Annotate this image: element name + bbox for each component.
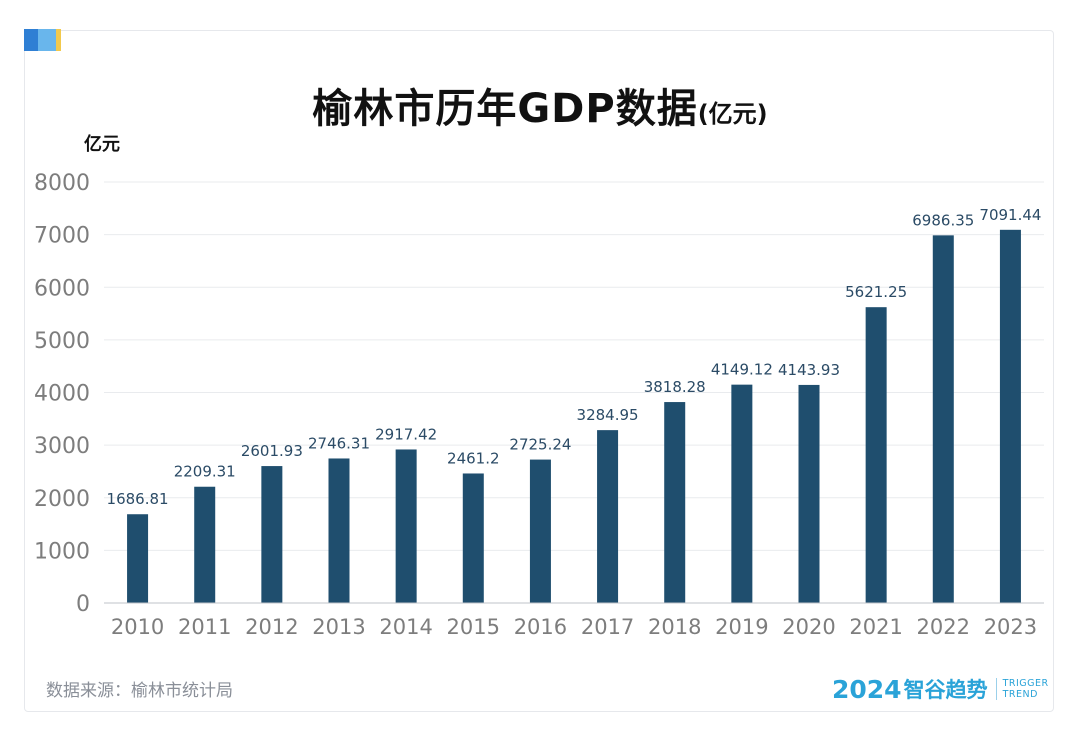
corner-tab-light (38, 29, 56, 51)
brand-english: TRIGGER TREND (1003, 678, 1049, 700)
x-tick-label-2017: 2017 (581, 615, 634, 639)
value-label-2016: 2725.24 (509, 436, 571, 454)
y-tick-label: 0 (76, 592, 90, 617)
bar-2016 (529, 459, 551, 603)
brand-divider (995, 678, 997, 700)
y-axis-ticks: 0 1000 2000 3000 4000 5000 6000 7000 8000 (34, 171, 90, 617)
bar-2010 (127, 514, 149, 603)
data-source: 数据来源：榆林市统计局 (46, 681, 233, 701)
value-label-2019: 4149.12 (711, 361, 773, 379)
bar-2012 (261, 466, 283, 603)
bar-2013 (328, 458, 350, 603)
bar-2018 (664, 402, 686, 603)
value-label-2013: 2746.31 (308, 434, 370, 452)
brand-logo: 2024 智谷趋势 TRIGGER TREND (832, 674, 1049, 704)
value-label-2022: 6986.35 (912, 211, 974, 229)
y-axis-label: 亿元 (84, 133, 120, 155)
y-tick-label: 7000 (34, 224, 90, 249)
x-tick-label-2013: 2013 (312, 615, 365, 639)
value-label-2012: 2601.93 (241, 442, 303, 460)
value-label-2011: 2209.31 (174, 463, 236, 481)
gridlines (104, 181, 1044, 551)
value-label-2014: 2917.42 (375, 425, 437, 443)
y-tick-label: 8000 (34, 171, 90, 196)
x-tick-label-2018: 2018 (648, 615, 701, 639)
x-axis-ticks: 2010 2011 2012 2013 2014 2015 2016 2017 2018 2019… (111, 615, 1037, 639)
x-tick-label-2014: 2014 (379, 615, 432, 639)
bar-2017 (597, 430, 619, 603)
y-tick-label: 2000 (34, 487, 90, 512)
value-label-2023: 7091.44 (979, 206, 1041, 224)
bar-2014 (395, 449, 417, 603)
y-tick-label: 4000 (34, 382, 90, 407)
value-labels: 1686.81 2209.31 2601.93 2746.31 2917.42 2461.… (107, 206, 1042, 508)
brand-english-line2: TREND (1002, 689, 1038, 700)
corner-tab-dark (24, 29, 38, 51)
x-tick-label-2020: 2020 (782, 615, 835, 639)
corner-tab-yellow (56, 29, 61, 51)
value-label-2010: 1686.81 (107, 490, 169, 508)
bars (127, 229, 1021, 604)
chart-title: 榆林市历年GDP数据(亿元) (0, 76, 1080, 134)
bar-2020 (798, 384, 820, 603)
x-tick-label-2012: 2012 (245, 615, 298, 639)
value-label-2020: 4143.93 (778, 361, 840, 379)
x-tick-label-2022: 2022 (917, 615, 970, 639)
corner-tab (24, 29, 61, 51)
bar-2021 (865, 307, 887, 603)
value-label-2015: 2461.2 (447, 449, 500, 467)
y-tick-label: 6000 (34, 276, 90, 301)
chart-title-main: 榆林市历年GDP数据 (312, 86, 698, 132)
value-label-2021: 5621.25 (845, 283, 907, 301)
value-label-2018: 3818.28 (644, 378, 706, 396)
x-tick-label-2019: 2019 (715, 615, 768, 639)
x-tick-label-2016: 2016 (514, 615, 567, 639)
bar-2011 (194, 486, 216, 603)
x-tick-label-2015: 2015 (447, 615, 500, 639)
x-tick-label-2023: 2023 (984, 615, 1037, 639)
x-tick-label-2021: 2021 (849, 615, 902, 639)
y-tick-label: 5000 (34, 329, 90, 354)
bar-2015 (462, 473, 484, 603)
brand-name: 智谷趋势 (903, 678, 988, 702)
y-tick-label: 3000 (34, 434, 90, 459)
bar-2023 (999, 229, 1021, 603)
chart-title-unit: (亿元) (697, 100, 768, 128)
y-tick-label: 1000 (34, 539, 90, 564)
brand-english-line1: TRIGGER (1002, 678, 1049, 689)
bar-2019 (731, 384, 753, 603)
brand-year: 2024 (832, 674, 902, 704)
value-label-2017: 3284.95 (577, 406, 639, 424)
x-tick-label-2010: 2010 (111, 615, 164, 639)
x-tick-label-2011: 2011 (178, 615, 231, 639)
bar-2022 (932, 235, 954, 604)
